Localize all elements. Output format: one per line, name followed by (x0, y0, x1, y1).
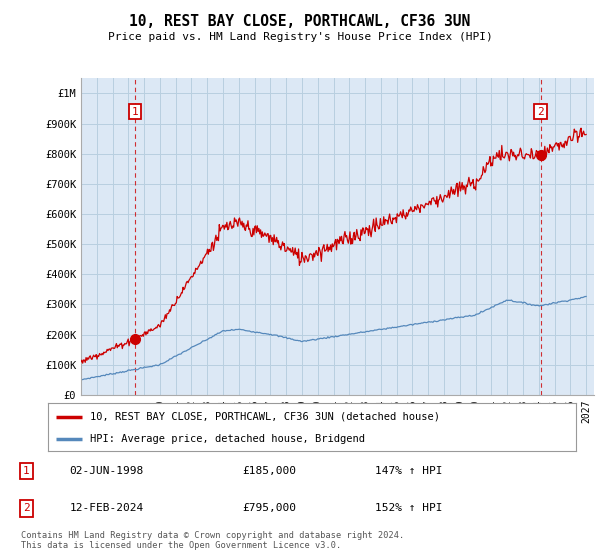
Text: 2: 2 (537, 106, 544, 116)
Text: £185,000: £185,000 (242, 466, 296, 476)
Text: HPI: Average price, detached house, Bridgend: HPI: Average price, detached house, Brid… (90, 434, 365, 444)
Text: 152% ↑ HPI: 152% ↑ HPI (375, 503, 442, 513)
Text: 02-JUN-1998: 02-JUN-1998 (70, 466, 144, 476)
Text: 10, REST BAY CLOSE, PORTHCAWL, CF36 3UN (detached house): 10, REST BAY CLOSE, PORTHCAWL, CF36 3UN … (90, 412, 440, 422)
Text: 10, REST BAY CLOSE, PORTHCAWL, CF36 3UN: 10, REST BAY CLOSE, PORTHCAWL, CF36 3UN (130, 14, 470, 29)
Text: Contains HM Land Registry data © Crown copyright and database right 2024.
This d: Contains HM Land Registry data © Crown c… (21, 531, 404, 550)
Text: 12-FEB-2024: 12-FEB-2024 (70, 503, 144, 513)
Text: 1: 1 (23, 466, 30, 476)
Text: 147% ↑ HPI: 147% ↑ HPI (375, 466, 442, 476)
Text: £795,000: £795,000 (242, 503, 296, 513)
Text: Price paid vs. HM Land Registry's House Price Index (HPI): Price paid vs. HM Land Registry's House … (107, 32, 493, 43)
Text: 1: 1 (131, 106, 139, 116)
Text: 2: 2 (23, 503, 30, 513)
